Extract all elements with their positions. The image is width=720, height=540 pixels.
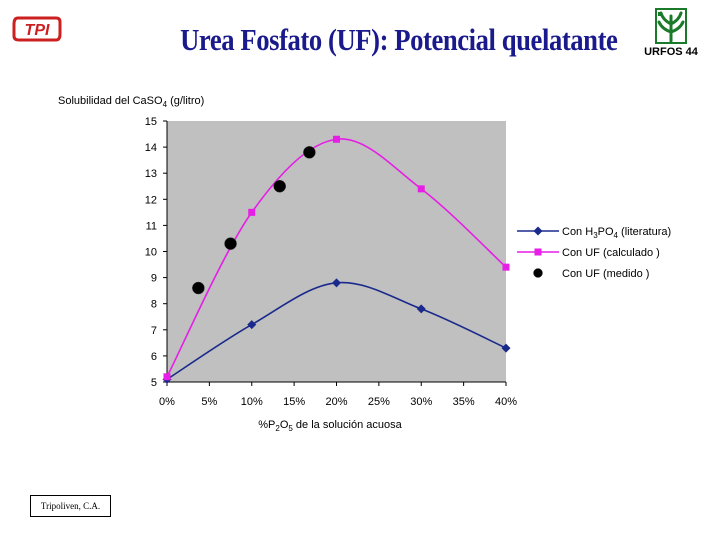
x-tick-label: 5% [201,396,217,408]
x-tick-label: 15% [283,396,305,408]
series-line-1 [166,138,507,378]
y-tick-label: 5 [151,377,157,389]
data-point-series-2 [273,180,286,193]
y-tick-label: 6 [151,351,157,363]
tpi-logo-swoosh [12,16,62,42]
legend-marker-1 [534,248,542,256]
data-point-series-2 [303,146,316,159]
data-point-series-1 [163,373,171,381]
y-tick-label: 15 [145,116,157,128]
leaf-icon [655,8,687,44]
y-tick-label: 9 [151,273,157,285]
x-tick-label: 0% [159,396,175,408]
legend-marker-2 [533,268,543,278]
y-tick-label: 14 [145,142,157,154]
x-axis-label: %P2O5 de la solución acuosa [258,419,402,433]
y-tick-label: 8 [151,299,157,311]
footer-company: Tripoliven, C.A. [30,495,111,517]
y-tick-label: 12 [145,194,157,206]
y-axis-label-sub: 4 [162,100,168,110]
data-point-series-1 [417,185,425,193]
data-point-series-0 [247,320,257,330]
data-point-series-2 [192,281,205,295]
x-tick-label: 40% [495,396,517,408]
tpi-logo: TPI [12,16,62,42]
axes: 5 6 7 8 9 10 11 12 13 14 15 0% 5% 10% 15% 20% 25% 30% 35% 4… [145,116,517,408]
data-point-series-2 [224,237,237,250]
x-tick-label: 35% [453,396,475,408]
page-title: Urea Fosfato (UF): Potencial quelatante [180,22,618,57]
y-tick-label: 11 [146,220,157,232]
data-point-series-0 [501,343,511,353]
y-axis-label-post: (g/litro) [167,95,205,107]
data-point-series-1 [248,208,256,216]
legend: Con H3PO4 (literatura) Con UF (calculado … [517,226,671,280]
x-tick-label: 20% [325,396,347,408]
legend-label-0: Con H3PO4 (literatura) [562,226,671,240]
y-axis-label-pre: Solubilidad del CaSO [58,95,163,107]
x-tick-label: 25% [368,396,390,408]
data-point-series-0 [416,304,426,314]
data-point-series-1 [333,135,340,143]
legend-label-1: Con UF (calculado ) [562,247,660,259]
legend-marker-0 [533,226,543,236]
plot-area [167,121,506,382]
series-marks [162,135,511,384]
legend-label-2: Con UF (medido ) [562,268,649,280]
urfos-logo: URFOS 44 [630,8,712,60]
urfos-logo-text: URFOS 44 [644,46,698,58]
data-point-series-0 [332,278,341,288]
data-point-series-1 [502,263,510,271]
x-tick-label: 10% [241,396,263,408]
y-tick-label: 13 [145,168,157,180]
y-axis-label: Solubilidad del CaSO4 (g/litro) [58,95,204,109]
x-tick-label: 30% [410,396,432,408]
y-tick-label: 10 [145,247,157,259]
y-tick-label: 7 [151,325,157,337]
tpi-logo-text: TPI [25,22,50,39]
